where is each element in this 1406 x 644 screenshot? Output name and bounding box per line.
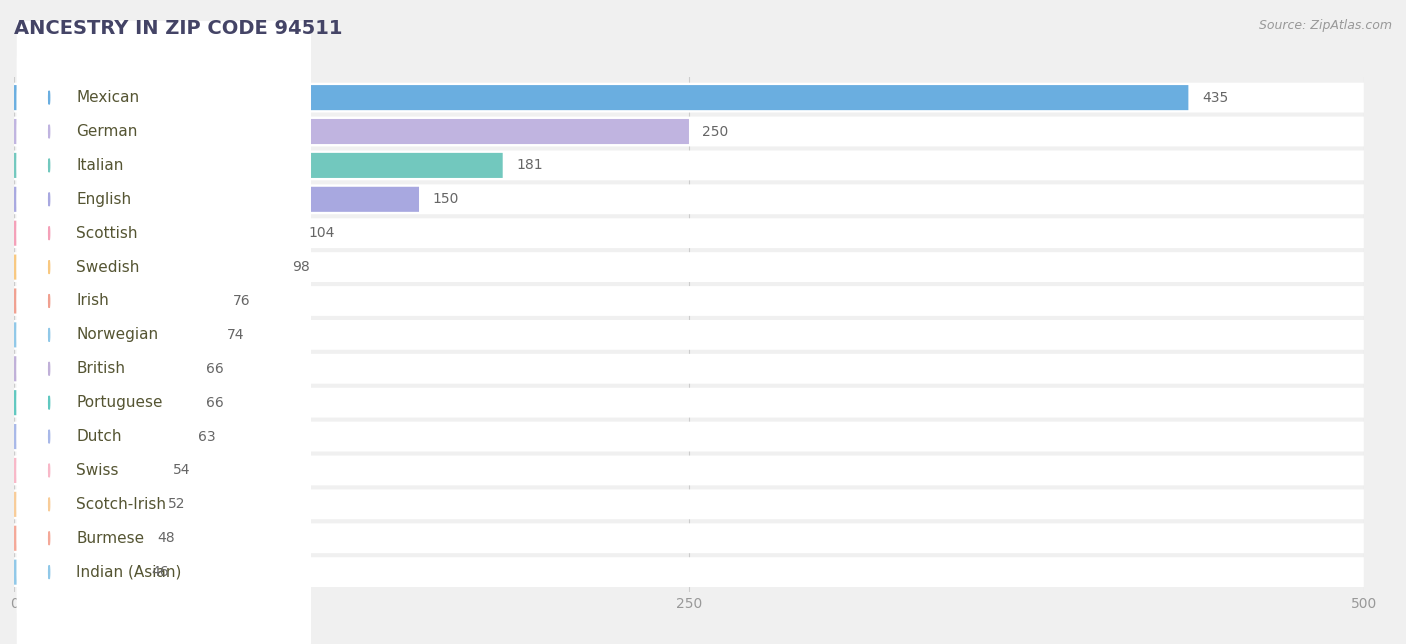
FancyBboxPatch shape	[14, 354, 1364, 384]
FancyBboxPatch shape	[14, 221, 295, 246]
FancyBboxPatch shape	[14, 289, 219, 314]
FancyBboxPatch shape	[14, 187, 419, 212]
FancyBboxPatch shape	[14, 286, 1364, 316]
Text: 48: 48	[157, 531, 174, 545]
Text: Swedish: Swedish	[76, 260, 139, 274]
Text: German: German	[76, 124, 138, 139]
FancyBboxPatch shape	[14, 356, 193, 381]
FancyBboxPatch shape	[14, 390, 193, 415]
Text: 181: 181	[516, 158, 543, 173]
Text: Burmese: Burmese	[76, 531, 145, 545]
FancyBboxPatch shape	[14, 557, 1364, 587]
Text: 435: 435	[1202, 91, 1227, 104]
FancyBboxPatch shape	[14, 526, 143, 551]
Text: 74: 74	[228, 328, 245, 342]
Text: 250: 250	[703, 124, 728, 138]
FancyBboxPatch shape	[14, 424, 184, 449]
FancyBboxPatch shape	[17, 123, 311, 276]
Text: Irish: Irish	[76, 294, 108, 308]
Text: Norwegian: Norwegian	[76, 327, 159, 343]
Text: 46: 46	[152, 565, 169, 579]
FancyBboxPatch shape	[14, 388, 1364, 417]
Text: English: English	[76, 192, 131, 207]
Text: 63: 63	[198, 430, 215, 444]
Text: 66: 66	[205, 395, 224, 410]
Text: Indian (Asian): Indian (Asian)	[76, 565, 181, 580]
Text: Scottish: Scottish	[76, 225, 138, 241]
FancyBboxPatch shape	[14, 323, 214, 347]
Text: Source: ZipAtlas.com: Source: ZipAtlas.com	[1258, 19, 1392, 32]
Text: 54: 54	[173, 464, 191, 477]
FancyBboxPatch shape	[14, 489, 1364, 519]
Text: British: British	[76, 361, 125, 376]
FancyBboxPatch shape	[17, 428, 311, 581]
FancyBboxPatch shape	[14, 455, 1364, 486]
FancyBboxPatch shape	[14, 254, 278, 279]
FancyBboxPatch shape	[17, 462, 311, 615]
FancyBboxPatch shape	[14, 85, 1188, 110]
Text: Swiss: Swiss	[76, 463, 118, 478]
FancyBboxPatch shape	[17, 89, 311, 242]
FancyBboxPatch shape	[17, 55, 311, 208]
FancyBboxPatch shape	[14, 82, 1364, 113]
FancyBboxPatch shape	[14, 153, 503, 178]
Text: 150: 150	[433, 193, 458, 206]
FancyBboxPatch shape	[14, 218, 1364, 248]
FancyBboxPatch shape	[14, 151, 1364, 180]
FancyBboxPatch shape	[14, 492, 155, 517]
Text: Scotch-Irish: Scotch-Irish	[76, 497, 166, 512]
Text: 104: 104	[308, 226, 335, 240]
Text: ANCESTRY IN ZIP CODE 94511: ANCESTRY IN ZIP CODE 94511	[14, 19, 343, 39]
FancyBboxPatch shape	[17, 156, 311, 310]
FancyBboxPatch shape	[17, 394, 311, 547]
FancyBboxPatch shape	[14, 119, 689, 144]
FancyBboxPatch shape	[17, 326, 311, 479]
Text: 66: 66	[205, 362, 224, 376]
Text: Dutch: Dutch	[76, 429, 122, 444]
Text: Portuguese: Portuguese	[76, 395, 163, 410]
FancyBboxPatch shape	[14, 524, 1364, 553]
FancyBboxPatch shape	[17, 360, 311, 513]
FancyBboxPatch shape	[14, 184, 1364, 214]
FancyBboxPatch shape	[14, 422, 1364, 451]
FancyBboxPatch shape	[17, 191, 311, 344]
Text: 76: 76	[233, 294, 250, 308]
FancyBboxPatch shape	[14, 458, 160, 483]
FancyBboxPatch shape	[14, 320, 1364, 350]
FancyBboxPatch shape	[17, 496, 311, 644]
Text: Italian: Italian	[76, 158, 124, 173]
FancyBboxPatch shape	[14, 117, 1364, 146]
Text: 52: 52	[167, 497, 186, 511]
FancyBboxPatch shape	[17, 292, 311, 446]
FancyBboxPatch shape	[17, 258, 311, 412]
Text: 98: 98	[292, 260, 309, 274]
FancyBboxPatch shape	[17, 21, 311, 174]
FancyBboxPatch shape	[14, 560, 138, 585]
FancyBboxPatch shape	[17, 224, 311, 377]
FancyBboxPatch shape	[14, 252, 1364, 282]
Text: Mexican: Mexican	[76, 90, 139, 105]
